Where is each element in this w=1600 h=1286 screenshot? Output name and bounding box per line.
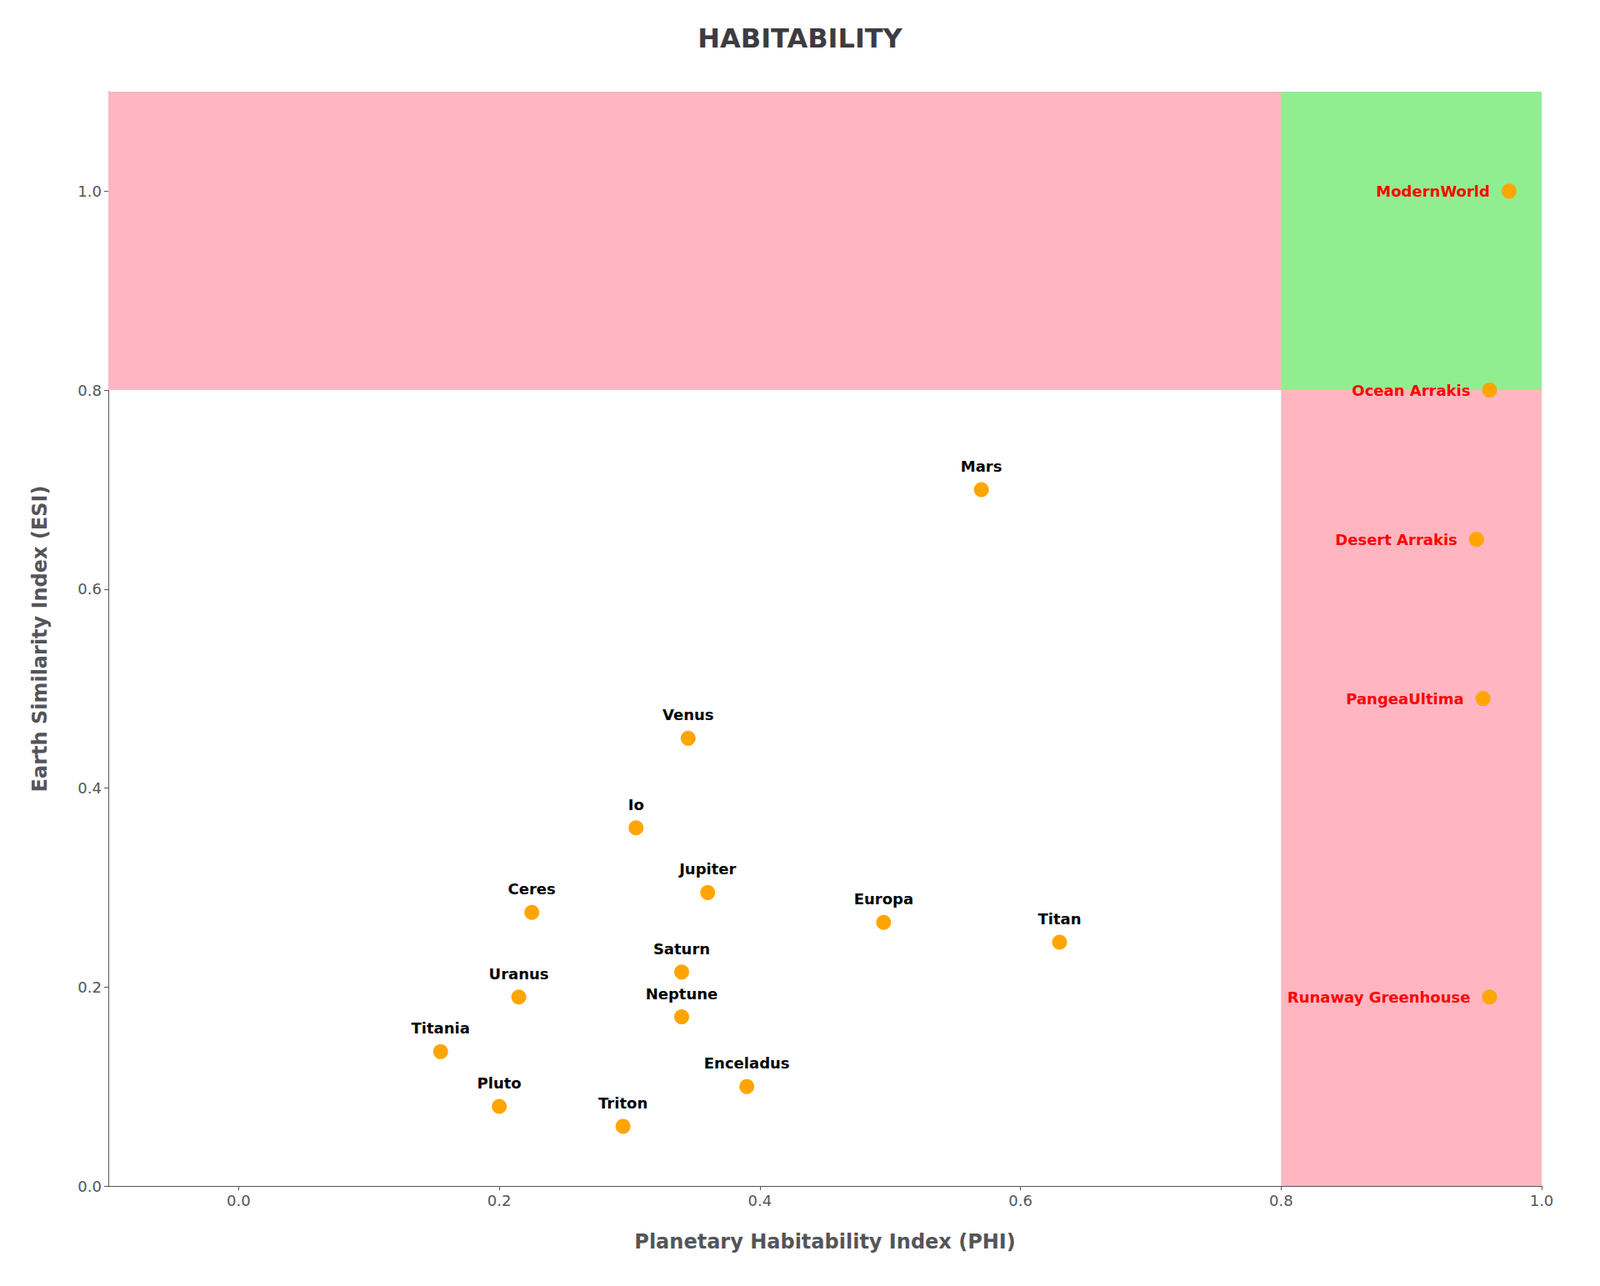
svg-text:Mars: Mars <box>960 457 1003 475</box>
svg-text:HABITABILITY: HABITABILITY <box>697 22 903 55</box>
svg-text:0.0: 0.0 <box>77 1177 102 1195</box>
svg-text:0.0: 0.0 <box>226 1191 251 1210</box>
svg-text:Triton: Triton <box>598 1094 648 1112</box>
svg-text:Ceres: Ceres <box>508 880 556 898</box>
svg-text:Uranus: Uranus <box>489 965 550 983</box>
svg-text:1.0: 1.0 <box>77 182 102 200</box>
svg-text:0.2: 0.2 <box>487 1191 512 1210</box>
svg-text:1.0: 1.0 <box>1530 1191 1555 1210</box>
svg-text:Titan: Titan <box>1037 910 1081 928</box>
svg-text:PangeaUltima: PangeaUltima <box>1345 690 1464 708</box>
svg-text:0.4: 0.4 <box>77 779 102 797</box>
svg-text:Planetary Habitability Index (: Planetary Habitability Index (PHI) <box>634 1230 1015 1254</box>
svg-text:Earth Similarity Index (ESI): Earth Similarity Index (ESI) <box>28 485 52 793</box>
svg-text:Enceladus: Enceladus <box>704 1054 790 1072</box>
svg-text:0.8: 0.8 <box>77 381 102 400</box>
svg-text:Desert Arrakis: Desert Arrakis <box>1335 530 1458 549</box>
svg-text:0.8: 0.8 <box>1269 1191 1294 1210</box>
svg-text:ModernWorld: ModernWorld <box>1375 182 1490 200</box>
svg-text:Runaway Greenhouse: Runaway Greenhouse <box>1287 988 1471 1006</box>
svg-text:Neptune: Neptune <box>645 985 719 1003</box>
svg-text:0.6: 0.6 <box>1008 1191 1033 1210</box>
svg-text:0.6: 0.6 <box>77 580 102 598</box>
svg-text:Ocean Arrakis: Ocean Arrakis <box>1351 381 1470 400</box>
svg-text:Titania: Titania <box>411 1019 470 1037</box>
svg-text:Io: Io <box>628 795 645 814</box>
svg-text:0.2: 0.2 <box>77 978 102 996</box>
svg-text:Pluto: Pluto <box>477 1074 522 1092</box>
svg-text:Venus: Venus <box>662 705 715 724</box>
svg-text:Jupiter: Jupiter <box>677 860 736 878</box>
svg-text:Saturn: Saturn <box>653 940 710 958</box>
svg-text:0.4: 0.4 <box>747 1191 772 1210</box>
svg-text:Europa: Europa <box>854 890 914 908</box>
